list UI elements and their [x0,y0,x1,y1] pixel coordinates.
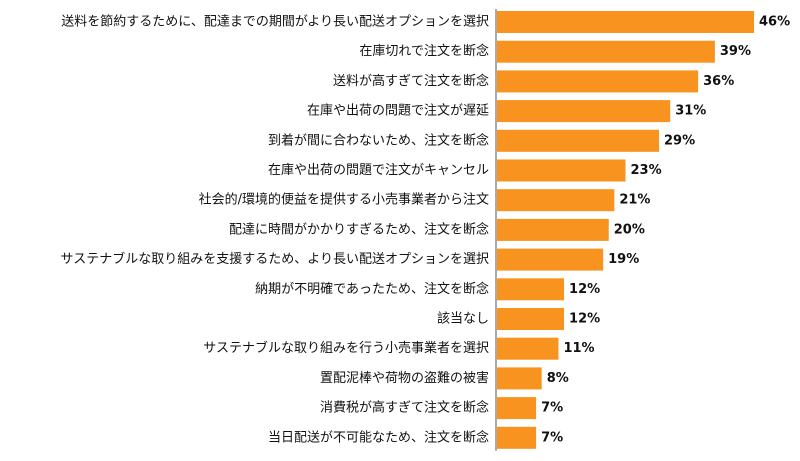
value-label: 19% [608,252,639,267]
value-label: 39% [720,44,751,59]
value-label: 7% [541,430,563,445]
category-label: サステナブルな取り組みを支援するため、より長い配送オプションを選択 [61,251,489,267]
category-label: 送料を節約するために、配達までの期間がより長い配送オプションを選択 [61,15,489,30]
bar [497,248,604,271]
value-label: 8% [547,371,569,386]
bar [497,100,671,123]
category-label: 在庫や出荷の問題で注文が遅延 [307,104,489,119]
value-label: 46% [759,15,790,30]
category-label: 該当なし [437,311,489,327]
bar [497,397,537,420]
bar [497,40,715,63]
category-label: 在庫や出荷の問題で注文がキャンセル [268,163,489,178]
category-label: 送料が高すぎて注文を断念 [333,73,489,89]
category-label: 社会的/環境的便益を提供する小売事業者から注文 [199,192,489,208]
bar [497,129,660,152]
value-label: 31% [675,104,706,119]
bar [497,367,542,390]
value-label: 7% [541,401,563,416]
category-label: 在庫切れで注文を断念 [359,43,489,59]
category-label: 当日配送が不可能なため、注文を断念 [268,429,489,445]
value-label: 20% [614,222,645,237]
bar [497,278,565,301]
value-label: 12% [569,282,600,297]
bar [497,426,537,449]
bar [497,70,699,93]
category-label: 配達に時間がかかりすぎるため、注文を断念 [229,221,489,237]
value-label: 11% [563,341,594,356]
bar [497,218,609,241]
category-label: 納期が不明確であったため、注文を断念 [255,281,489,297]
bar [497,189,615,212]
value-label: 21% [619,193,650,208]
value-label: 23% [631,163,662,178]
category-label: 消費税が高すぎて注文を断念 [320,400,489,416]
value-label: 36% [703,74,734,89]
bar [497,337,559,360]
value-label: 12% [569,312,600,327]
value-label: 29% [664,133,695,148]
bar [497,11,754,33]
category-label: サステナブルな取り組みを行う小売事業者を選択 [203,340,489,356]
bar [497,308,565,330]
category-label: 置配泥棒や荷物の盗難の被害 [320,370,489,386]
category-label: 到着が間に合わないため、注文を断念 [268,132,489,148]
bar [497,159,626,182]
